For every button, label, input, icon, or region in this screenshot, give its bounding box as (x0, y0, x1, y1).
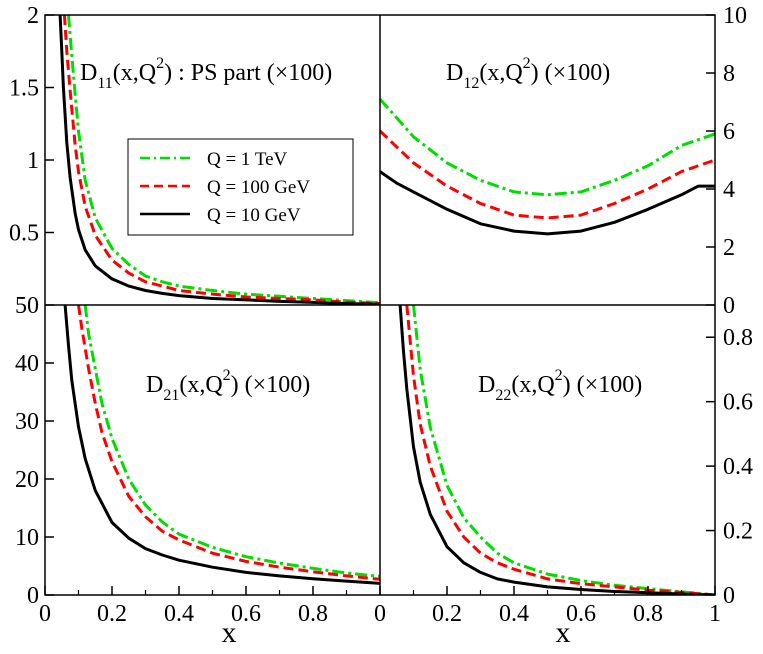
panel-d21-series-q-10-gev (63, 305, 380, 585)
panel-d22-label-rest: ) (×100) (563, 372, 643, 398)
panel-d22-xtick-label: 0.8 (633, 601, 663, 627)
panel-d12-ytick-label: 0 (723, 293, 735, 319)
frame (44, 14, 716, 596)
panel-d22-ytick-label: 0.2 (723, 519, 753, 545)
panel-d21-label-main: D (146, 372, 163, 398)
panel-d12-ytick-label: 2 (723, 235, 735, 261)
panel-d21-xtick-label: 0.4 (164, 601, 194, 627)
panel-d11-ytick-label: 1.5 (9, 76, 39, 102)
panel-d21-xtick-label: 0.2 (97, 601, 127, 627)
panel-d21-ytick-label: 50 (15, 293, 39, 319)
legend-label-100gev: Q = 100 GeV (207, 177, 310, 198)
panel-d22-xticks: 0 0.2 0.4 0.6 0.8 1 (374, 586, 721, 627)
panel-d22-ytick-label: 0.4 (723, 454, 753, 480)
panel-d21-ytick-label: 10 (15, 525, 39, 551)
panel-d22-label-sup: 2 (555, 367, 563, 384)
panel-d12-ytick-label: 6 (723, 119, 735, 145)
panel-d12-label: D12(x,Q2) (×100) (446, 55, 610, 92)
legend-box (127, 138, 354, 236)
panel-d12-ytick-label: 8 (723, 61, 735, 87)
panel-d12-series-q-1-tev (380, 98, 715, 197)
panel-d12-label-main: D (446, 60, 463, 86)
panel-d11-curves (58, 15, 380, 305)
legend: Q = 1 TeV Q = 100 GeV Q = 10 GeV (127, 138, 354, 236)
panel-d21-label-rest: ) (×100) (231, 372, 311, 398)
panel-d21-label: D21(x,Q2) (×100) (146, 367, 310, 404)
panel-d22-series-q-100-gev (405, 305, 715, 595)
panel-d12-ytick-label: 10 (723, 3, 747, 29)
legend-label-10gev: Q = 10 GeV (207, 205, 301, 226)
panel-d12-yticks: 0 2 4 6 8 10 (706, 3, 747, 319)
panel-d22-label: D22(x,Q2) (×100) (478, 367, 642, 404)
panel-d22-ytick-label: 0.8 (723, 325, 753, 351)
panel-d22-xtick-label: 0.6 (566, 601, 596, 627)
panel-d22: 0 0.2 0.4 0.6 0.8 0 0.2 0.4 0.6 0.8 1 D22(x,Q2) (… (374, 305, 753, 627)
panel-d11-label-sub: 11 (97, 75, 112, 92)
panel-d21-series-q-100-gev (77, 305, 380, 581)
panel-d12-curves (380, 98, 715, 236)
panel-d21-xtick-label: 0.6 (231, 601, 261, 627)
panel-d12-ytick-label: 4 (723, 177, 735, 203)
panel-d22-series-q-1-tev (412, 305, 715, 595)
panel-d11-series-q-10-gev (58, 15, 380, 305)
panel-d12-label-args: (x,Q (479, 60, 522, 86)
panel-d11-label-main: D (80, 60, 97, 86)
panel-d11-ytick-label: 1 (27, 148, 39, 174)
panel-d11-series-q-100-gev (62, 15, 380, 305)
panel-d21-label-sub: 21 (163, 387, 179, 404)
panel-d11: 0.511.52 D11(x,Q2) : PS part (×100) (9, 3, 380, 305)
panel-d22-yticks: 0 0.2 0.4 0.6 0.8 (706, 325, 753, 609)
panel-d22-label-args: (x,Q (511, 372, 554, 398)
panel-d22-curves (398, 305, 715, 595)
panel-d12-label-sub: 12 (463, 75, 479, 92)
panel-d12-label-sup: 2 (523, 55, 531, 72)
panel-d21-xtick-label: 0.8 (298, 601, 328, 627)
panel-d22-xtick-label: 1 (709, 601, 721, 627)
panel-d11-ytick-label: 0.5 (9, 221, 39, 247)
legend-label-1tev: Q = 1 TeV (207, 149, 288, 170)
panel-d11-yticks: 0.5 1 1.5 2 (9, 3, 54, 247)
panel-d11-series-q-1-tev (67, 15, 380, 305)
panel-d21-series-q-1-tev (83, 305, 380, 578)
panel-d12-label-rest: ) (×100) (531, 60, 611, 86)
panel-d21-ytick-label: 40 (15, 351, 39, 377)
panel-d21-ytick-label: 30 (15, 409, 39, 435)
panel-d11-label-sup: 2 (156, 55, 164, 72)
panel-d22-series-q-10-gev (398, 305, 715, 595)
panel-d11-ytick-label: 2 (27, 3, 39, 29)
panel-d22-xtick-label: 0.4 (499, 601, 529, 627)
panel-d22-label-sub: 22 (495, 387, 511, 404)
panel-d21-label-sup: 2 (223, 367, 231, 384)
panel-d22-ytick-label: 0.6 (723, 390, 753, 416)
panel-d22-xtick-label: 0 (374, 601, 386, 627)
x-axis-title-left: x (222, 616, 237, 649)
panel-d21-xticks: 0 0.2 0.4 0.6 0.8 (39, 586, 348, 627)
panel-d11-label: D11(x,Q2) : PS part (×100) (80, 55, 332, 92)
panel-d11-label-args: (x,Q (113, 60, 156, 86)
panel-d12-series-q-10-gev (380, 170, 715, 236)
panel-d21-ytick-label: 0 (27, 583, 39, 609)
x-axis-title-right: x (556, 616, 571, 649)
panel-d11-label-rest: ) : PS part (×100) (164, 60, 332, 86)
panel-d21: 0 10 20 30 40 50 0 0.2 0.4 0.6 0.8 D21(x,Q2) (×10… (15, 293, 380, 627)
panel-d21-curves (63, 305, 380, 585)
panel-d21-ytick-label: 20 (15, 467, 39, 493)
panel-d22-xtick-label: 0.2 (432, 601, 462, 627)
panel-d21-label-args: (x,Q (179, 372, 222, 398)
panel-d22-ytick-label: 0 (723, 583, 735, 609)
panel-d21-xtick-label: 0 (39, 601, 51, 627)
panel-d22-label-main: D (478, 372, 495, 398)
